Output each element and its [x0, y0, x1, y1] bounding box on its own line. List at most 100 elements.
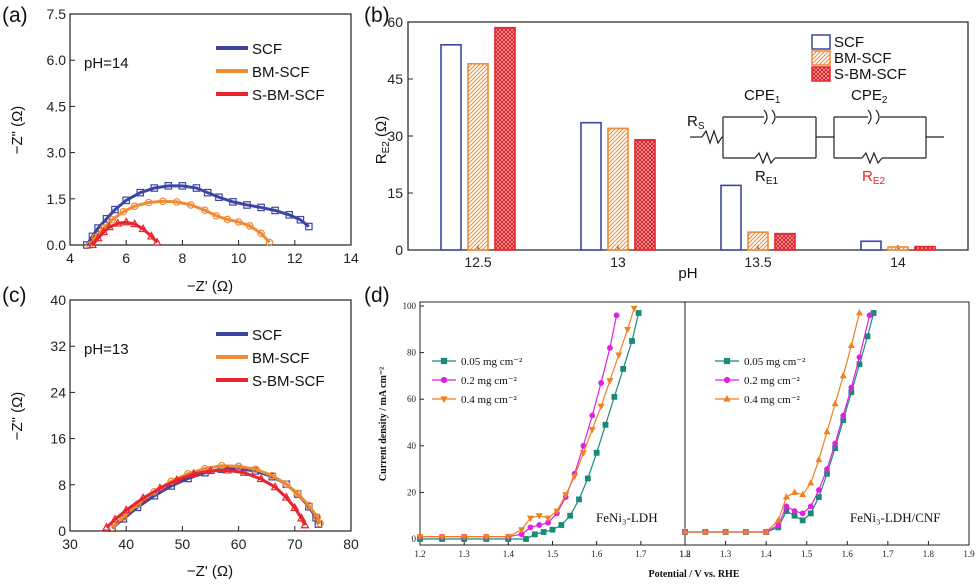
- y-tick-label: 40: [50, 292, 66, 308]
- data-point-s-bm-scf: [297, 513, 307, 522]
- y-tick-label: 6.0: [47, 52, 67, 68]
- panel-a-label: (a): [2, 4, 28, 27]
- data-point-0-2-mg-cm: [799, 510, 806, 517]
- data-point-0-4-mg-cm: [624, 326, 632, 334]
- panel-c-axes: 30 40 50 60 70 80 0 8 16 24 32 40: [50, 292, 359, 552]
- data-point-scf: [111, 205, 119, 214]
- panel-c-label: (c): [2, 284, 27, 307]
- panel-b: (b) 0 15 30 45 60 12.5 13 13.5 14 pH RE2 (Ω) SCF…: [364, 4, 969, 282]
- data-point-0-4-mg-cm: [762, 528, 770, 535]
- legend-label-s-bm-scf: S-BM-SCF: [834, 66, 907, 83]
- legend-swatch-marker: [723, 394, 731, 402]
- panel-d-right-frame: [684, 301, 970, 546]
- data-point-s-bm-scf: [93, 233, 103, 242]
- legend-label-bm-scf: BM-SCF: [252, 64, 310, 81]
- x-tick-label: 70: [287, 536, 303, 552]
- series-line-s-bm-scf: [105, 468, 307, 529]
- data-point-s-bm-scf: [256, 473, 266, 483]
- x-tick-label: 14: [343, 250, 359, 266]
- legend-swatch-marker: [440, 396, 448, 404]
- legend-label-bm-scf: BM-SCF: [252, 350, 310, 367]
- x-tick-label: 1.6: [842, 549, 854, 559]
- data-point-bm-scf: [316, 519, 324, 528]
- panel-c-frame: [69, 299, 352, 532]
- data-point-scf: [192, 184, 201, 192]
- data-point-s-bm-scf: [121, 505, 131, 514]
- data-point-s-bm-scf: [152, 237, 162, 246]
- panel-b-ylabel: RE2 (Ω): [373, 116, 392, 164]
- data-point-0-4-mg-cm: [615, 352, 623, 359]
- panel-a-annotation: pH=14: [84, 55, 129, 72]
- panel-d-ylabel: Current density / mA cm⁻²: [378, 367, 389, 481]
- data-point-bm-scf: [172, 198, 181, 206]
- panel-b-marks: [440, 26, 936, 251]
- x-tick-label: 1.3: [459, 549, 471, 559]
- data-point-0-05-mg-cm: [611, 393, 618, 400]
- data-point-0-05-mg-cm: [576, 496, 582, 503]
- data-point-bm-scf: [234, 218, 243, 226]
- data-point-scf: [285, 211, 293, 219]
- x-tick-label: 1.4: [503, 549, 515, 559]
- x-tick-label: 13: [610, 254, 626, 270]
- y-tick-label: 80: [407, 348, 417, 358]
- legend-swatch-bm-scf: [811, 50, 831, 66]
- data-point-s-bm-scf: [138, 223, 148, 233]
- y-tick-label: 24: [50, 384, 66, 400]
- data-point-s-bm-scf: [205, 465, 216, 475]
- data-point-0-2-mg-cm: [607, 345, 613, 351]
- legend-swatch-scf: [811, 34, 831, 50]
- data-point-bm-scf: [268, 471, 277, 480]
- data-point-0-4-mg-cm: [504, 534, 512, 541]
- circuit-label-re1: RE1: [755, 168, 779, 187]
- data-point-0-4-mg-cm: [681, 528, 689, 535]
- data-point-bm-scf: [217, 461, 226, 470]
- x-tick-label: 12.5: [464, 254, 491, 270]
- y-tick-label: 16: [50, 431, 66, 447]
- data-point-0-4-mg-cm: [544, 515, 552, 522]
- data-point-0-05-mg-cm: [523, 536, 529, 542]
- data-point-bm-scf: [257, 229, 265, 238]
- data-point-scf: [136, 188, 145, 197]
- data-point-bm-scf: [212, 211, 220, 220]
- data-point-bm-scf: [305, 501, 313, 510]
- x-tick-label: 1.2: [679, 549, 690, 559]
- data-point-0-05-mg-cm: [807, 510, 814, 517]
- data-point-0-4-mg-cm: [774, 516, 782, 523]
- x-tick-label: 8: [179, 250, 187, 266]
- bar-s-bm-scf: [774, 232, 796, 251]
- y-tick-label: 4.5: [47, 98, 67, 114]
- data-point-s-bm-scf: [239, 467, 249, 476]
- equivalent-circuit: [690, 109, 944, 165]
- data-point-0-05-mg-cm: [531, 531, 538, 538]
- data-point-0-4-mg-cm: [526, 515, 534, 522]
- data-point-0-4-mg-cm: [438, 534, 446, 541]
- y-tick-label: 8: [58, 477, 66, 493]
- y-tick-label: 100: [403, 301, 417, 311]
- data-point-bm-scf: [313, 513, 322, 521]
- x-tick-label: 1.6: [591, 549, 603, 559]
- panel-b-axes: 0 15 30 45 60 12.5 13 13.5 14: [387, 14, 906, 270]
- data-point-bm-scf: [108, 215, 116, 224]
- panel-a-ylabel: −Z" (Ω): [9, 106, 26, 155]
- legend-swatch-marker: [440, 357, 448, 365]
- data-point-0-4-mg-cm: [782, 493, 790, 500]
- panel-d-legend: 0.05 mg cm⁻² 0.2 mg cm⁻² 0.4 mg cm⁻² 0.0…: [432, 356, 806, 406]
- panel-d-left-frame: [419, 301, 686, 546]
- data-point-0-2-mg-cm: [527, 524, 534, 531]
- x-tick-label: 1.3: [720, 549, 732, 559]
- panel-a-xlabel: −Z' (Ω): [187, 278, 233, 295]
- data-point-0-05-mg-cm: [602, 421, 609, 428]
- bar-s-bm-scf: [914, 245, 936, 251]
- data-point-bm-scf: [246, 222, 254, 230]
- data-point-bm-scf: [234, 462, 243, 471]
- data-point-s-bm-scf: [99, 226, 109, 236]
- y-tick-label: 45: [387, 71, 403, 87]
- panel-d-left-annotation: FeNi₃-LDH: [596, 510, 658, 525]
- x-tick-label: 1.8: [923, 549, 935, 559]
- x-tick-label: 40: [118, 536, 134, 552]
- bar-scf: [440, 43, 462, 251]
- x-tick-label: 60: [231, 536, 247, 552]
- data-point-0-2-mg-cm: [791, 508, 798, 514]
